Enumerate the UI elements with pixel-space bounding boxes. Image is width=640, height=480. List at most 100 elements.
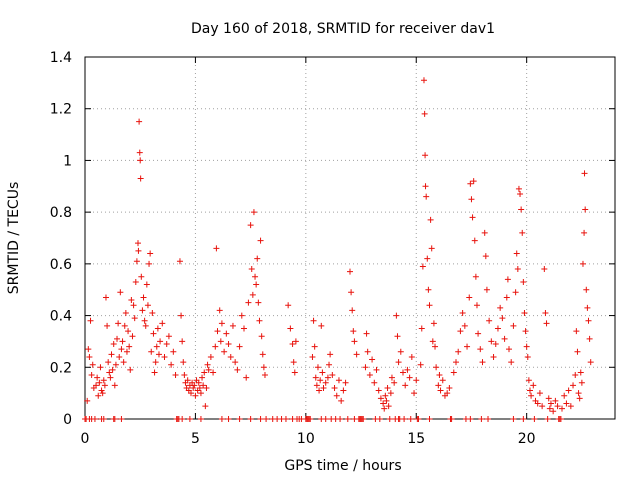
data-point xyxy=(105,359,112,366)
data-point xyxy=(87,317,94,324)
data-point xyxy=(97,364,104,371)
data-point xyxy=(245,299,252,306)
data-point xyxy=(469,214,476,221)
data-point xyxy=(369,356,376,363)
data-point xyxy=(322,416,329,422)
data-point xyxy=(202,403,209,410)
chart-title: Day 160 of 2018, SRMTID for receiver dav… xyxy=(191,21,495,37)
data-point xyxy=(501,335,508,342)
data-point xyxy=(388,374,395,381)
data-point xyxy=(199,374,206,381)
x-tick-label: 10 xyxy=(297,431,315,447)
data-point xyxy=(503,294,510,301)
data-point xyxy=(528,392,535,399)
data-point xyxy=(205,366,212,373)
data-point xyxy=(197,416,204,422)
data-point xyxy=(101,382,108,389)
data-point xyxy=(419,263,426,270)
data-point xyxy=(132,278,139,285)
data-point xyxy=(133,258,140,265)
data-point xyxy=(225,416,232,422)
data-point xyxy=(96,379,103,386)
data-point xyxy=(255,299,262,306)
data-point xyxy=(257,237,264,244)
data-point xyxy=(488,338,495,345)
data-point xyxy=(554,403,561,410)
data-point xyxy=(523,343,530,350)
data-point xyxy=(499,315,506,322)
data-point xyxy=(106,369,113,376)
data-point xyxy=(359,416,366,422)
data-point xyxy=(331,384,338,391)
data-point xyxy=(576,395,583,402)
data-point xyxy=(296,416,303,422)
data-point xyxy=(258,333,265,340)
data-point xyxy=(93,382,100,389)
data-point xyxy=(313,382,320,389)
data-point xyxy=(508,359,515,366)
data-point xyxy=(543,320,550,327)
data-point xyxy=(121,322,128,329)
data-point xyxy=(424,255,431,262)
data-point xyxy=(248,266,255,273)
data-point xyxy=(561,392,568,399)
x-tick-labels: 0 5 10 15 20 xyxy=(81,431,536,447)
data-point xyxy=(517,191,524,198)
data-point xyxy=(109,366,116,373)
data-point xyxy=(310,317,317,324)
data-point xyxy=(290,359,297,366)
data-point xyxy=(191,382,198,389)
data-point xyxy=(289,416,296,422)
data-point xyxy=(123,348,130,355)
data-point xyxy=(446,384,453,391)
data-point xyxy=(418,325,425,332)
data-point xyxy=(581,170,588,177)
data-point xyxy=(348,289,355,296)
data-point xyxy=(407,416,414,422)
data-point xyxy=(394,333,401,340)
data-point xyxy=(427,216,434,223)
data-point xyxy=(381,405,388,412)
data-point xyxy=(550,408,557,415)
data-point xyxy=(575,390,582,397)
data-point xyxy=(483,286,490,293)
data-point xyxy=(468,196,475,203)
data-point xyxy=(555,416,562,422)
data-point xyxy=(128,297,135,304)
data-point xyxy=(567,403,574,410)
data-point xyxy=(241,325,247,332)
data-point xyxy=(521,309,528,316)
data-point xyxy=(342,379,349,386)
data-point xyxy=(117,289,124,296)
axis-ticks xyxy=(84,56,615,420)
data-point xyxy=(473,302,480,309)
data-point xyxy=(382,392,389,399)
data-point xyxy=(118,346,125,353)
data-point xyxy=(373,366,380,373)
data-point xyxy=(338,397,345,404)
data-point xyxy=(207,353,214,360)
data-point xyxy=(402,382,409,389)
data-point xyxy=(186,416,193,422)
data-point xyxy=(351,338,358,345)
data-point xyxy=(178,312,185,319)
data-point xyxy=(520,278,527,285)
data-point xyxy=(116,353,123,360)
data-point xyxy=(406,374,413,381)
data-point xyxy=(111,382,118,389)
data-point xyxy=(146,260,153,267)
data-point xyxy=(326,361,333,368)
data-point xyxy=(467,180,474,187)
data-point xyxy=(570,382,577,389)
data-point xyxy=(439,377,446,384)
data-point xyxy=(397,348,404,355)
data-point xyxy=(154,325,161,332)
data-point xyxy=(223,330,230,337)
data-point xyxy=(122,309,129,316)
data-point xyxy=(577,369,584,376)
data-point xyxy=(107,374,114,381)
data-point xyxy=(525,377,532,384)
data-point xyxy=(534,400,541,407)
x-tick-label: 0 xyxy=(81,431,90,447)
